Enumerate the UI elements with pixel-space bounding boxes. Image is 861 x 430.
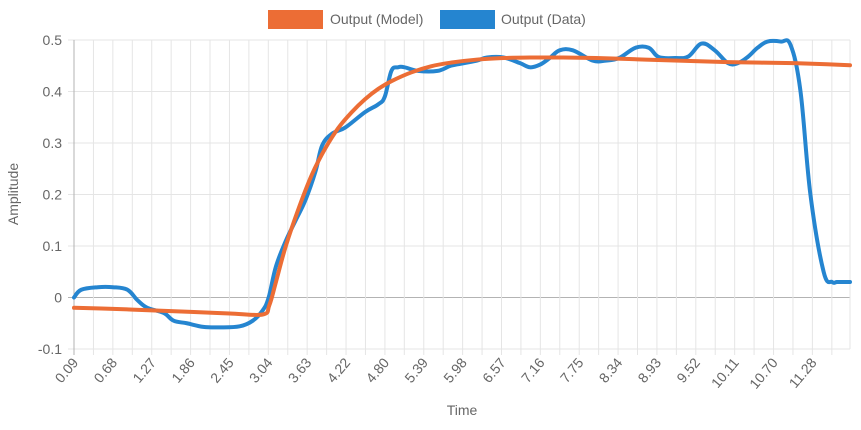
legend-label-model: Output (Model)	[330, 11, 423, 27]
y-tick-label: 0.3	[43, 135, 63, 151]
x-axis-title: Time	[447, 402, 478, 418]
x-tick-label: 1.86	[168, 354, 198, 385]
legend-swatch-data	[440, 10, 495, 29]
x-tick-label: 10.70	[746, 354, 781, 391]
legend-swatch-model	[268, 10, 323, 29]
x-tick-label: 0.09	[52, 354, 82, 385]
series-line-model[interactable]	[72, 55, 852, 318]
x-tick-label: 2.45	[207, 354, 237, 385]
legend-label-data: Output (Data)	[501, 11, 586, 27]
x-tick-label: 7.16	[518, 354, 548, 385]
x-tick-label: 1.27	[129, 354, 159, 385]
y-axis-title: Amplitude	[5, 163, 21, 225]
y-tick-label: 0	[54, 290, 62, 306]
x-tick-label: 8.93	[634, 354, 664, 385]
y-tick-label: 0.2	[43, 187, 63, 203]
x-tick-label: 11.28	[786, 354, 820, 390]
x-tick-label: 6.57	[479, 354, 509, 385]
x-tick-label: 0.68	[90, 354, 120, 385]
y-tick-label: 0.1	[43, 238, 63, 254]
x-tick-label: 10.11	[708, 354, 742, 390]
series-layer	[72, 38, 852, 330]
y-axis-ticks: -0.1 0 0.1 0.2 0.3 0.4 0.5	[38, 32, 62, 357]
x-tick-label: 7.75	[557, 354, 587, 385]
x-tick-label: 3.04	[246, 354, 276, 385]
x-tick-label: 5.98	[440, 354, 470, 385]
x-tick-label: 3.63	[285, 354, 315, 385]
x-tick-label: 9.52	[673, 354, 703, 385]
legend-item-data[interactable]: Output (Data)	[440, 10, 586, 29]
x-tick-label: 4.80	[362, 354, 392, 385]
x-axis-ticks: 0.09 0.68 1.27 1.86 2.45 3.04 3.63 4.22 4.80 5.39…	[52, 354, 820, 391]
y-tick-label: 0.5	[43, 32, 63, 48]
x-tick-label: 8.34	[596, 354, 626, 385]
y-tick-label: -0.1	[38, 341, 62, 357]
x-tick-label: 5.39	[401, 354, 431, 385]
legend: Output (Model) Output (Data)	[268, 10, 586, 29]
x-tick-label: 4.22	[324, 354, 354, 385]
grid	[68, 39, 851, 355]
y-tick-label: 0.4	[43, 84, 63, 100]
legend-item-model[interactable]: Output (Model)	[268, 10, 423, 29]
